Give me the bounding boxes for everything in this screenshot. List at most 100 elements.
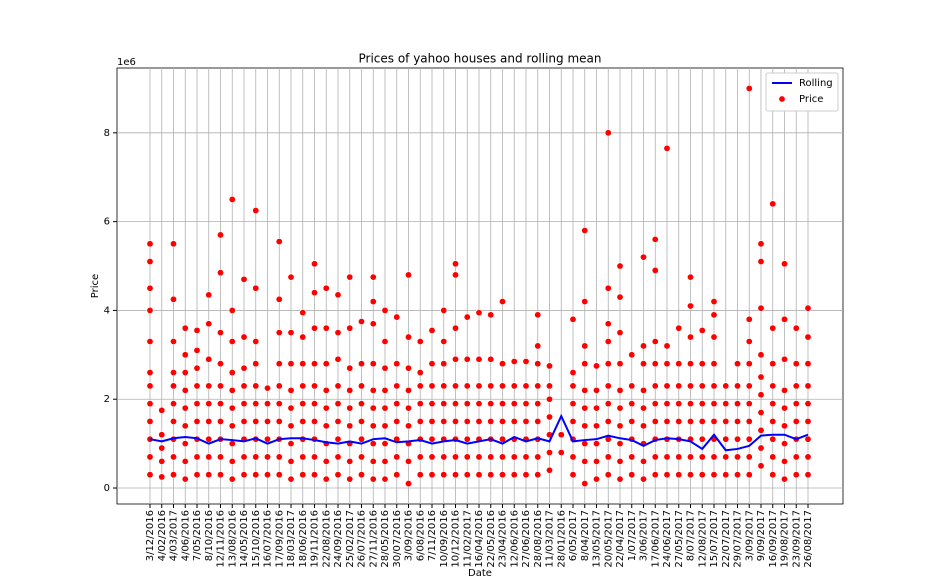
price-point (604, 382, 612, 390)
legend-swatch (778, 95, 786, 103)
price-point (675, 360, 683, 368)
price-point (698, 435, 706, 443)
price-point (651, 337, 659, 345)
price-point (381, 475, 389, 483)
price-point (581, 227, 589, 235)
price-point (710, 453, 718, 461)
x-tick-label: 11/03/2017 (545, 510, 556, 568)
price-point (534, 311, 542, 319)
price-point (146, 369, 154, 377)
price-point (381, 422, 389, 430)
x-tick-label: 23/09/2017 (791, 510, 802, 568)
price-point (334, 453, 342, 461)
price-point (604, 471, 612, 479)
price-point (722, 435, 730, 443)
price-point (487, 355, 495, 363)
price-point (287, 329, 295, 337)
price-point (498, 453, 506, 461)
x-tick-label: 18/03/2017 (286, 510, 297, 568)
price-point (463, 471, 471, 479)
price-point (663, 417, 671, 425)
price-point (440, 417, 448, 425)
x-tick-label: 6/05/2017 (568, 510, 579, 561)
price-point (686, 273, 694, 281)
price-point (780, 422, 788, 430)
price-point (263, 417, 271, 425)
price-point (369, 273, 377, 281)
price-point (263, 471, 271, 479)
price-point (404, 271, 412, 279)
x-tick-label: 1/07/2017 (627, 510, 638, 561)
price-point (334, 382, 342, 390)
price-point (369, 404, 377, 412)
price-point (393, 417, 401, 425)
price-point (698, 453, 706, 461)
price-point (146, 284, 154, 292)
price-point (780, 404, 788, 412)
price-point (745, 435, 753, 443)
x-tick-label: 28/01/2016 (556, 510, 567, 568)
x-tick-label: 3/09/2016 (404, 510, 415, 561)
price-point (181, 351, 189, 359)
x-tick-label: 22/05/2016 (486, 510, 497, 568)
price-point (745, 417, 753, 425)
price-point (334, 400, 342, 408)
x-tick-label: 13/05/2017 (592, 510, 603, 568)
price-point (451, 324, 459, 332)
price-point (193, 453, 201, 461)
price-point (404, 457, 412, 465)
price-point (217, 453, 225, 461)
price-point (592, 422, 600, 430)
price-point (205, 453, 213, 461)
price-point (569, 471, 577, 479)
price-point (322, 457, 330, 465)
price-point (252, 382, 260, 390)
price-point (792, 417, 800, 425)
price-point (146, 258, 154, 266)
price-point (698, 417, 706, 425)
price-point (757, 351, 765, 359)
price-point (357, 471, 365, 479)
price-point (792, 400, 800, 408)
price-point (545, 395, 553, 403)
price-point (440, 360, 448, 368)
price-point (534, 400, 542, 408)
price-point (346, 475, 354, 483)
price-point (745, 84, 753, 92)
price-point (440, 453, 448, 461)
price-point (287, 404, 295, 412)
price-point (628, 471, 636, 479)
price-point (310, 260, 318, 268)
price-point (393, 400, 401, 408)
x-tick-label: 18/06/2016 (298, 510, 309, 568)
price-point (686, 471, 694, 479)
price-point (639, 404, 647, 412)
price-point (604, 129, 612, 137)
price-point (498, 435, 506, 443)
price-point (780, 457, 788, 465)
price-point (146, 382, 154, 390)
price-point (804, 471, 812, 479)
x-tick-label: 22/04/2017 (615, 510, 626, 568)
price-point (487, 471, 495, 479)
price-point (804, 453, 812, 461)
price-point (745, 471, 753, 479)
price-point (170, 453, 178, 461)
price-point (170, 417, 178, 425)
price-point (569, 369, 577, 377)
price-point (675, 400, 683, 408)
price-point (416, 369, 424, 377)
price-point (428, 382, 436, 390)
x-tick-label: 10/09/2016 (439, 510, 450, 568)
price-point (604, 417, 612, 425)
price-point (205, 291, 213, 299)
price-point (252, 471, 260, 479)
price-point (252, 400, 260, 408)
price-point (217, 231, 225, 239)
x-tick-label: 16/09/2017 (768, 510, 779, 568)
price-point (569, 453, 577, 461)
price-point (686, 417, 694, 425)
plot-frame (116, 67, 844, 505)
price-point (604, 284, 612, 292)
